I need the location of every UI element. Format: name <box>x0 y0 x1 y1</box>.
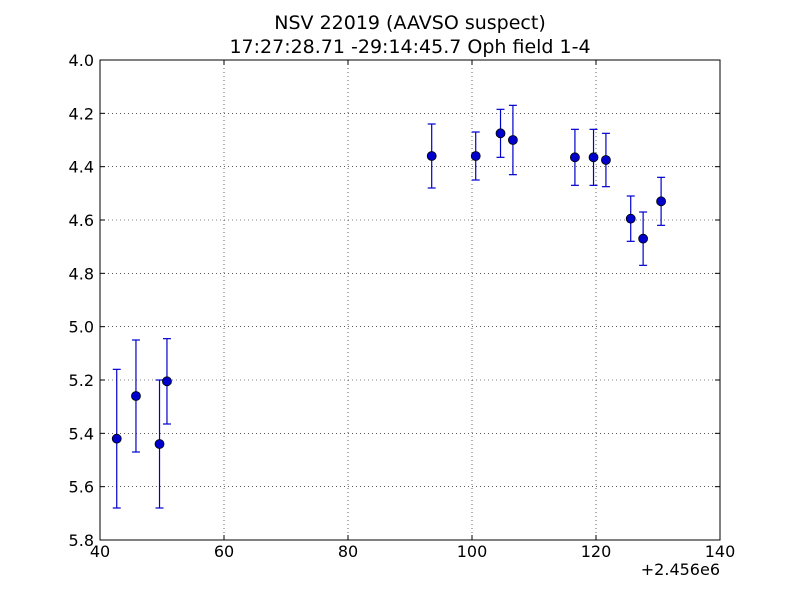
x-tick-label: 100 <box>457 542 488 561</box>
chart-title-line-2: 17:27:28.71 -29:14:45.7 Oph field 1-4 <box>229 36 590 58</box>
y-tick-label: 4.6 <box>69 211 94 230</box>
y-tick-label: 4.4 <box>69 158 94 177</box>
data-point <box>508 135 518 145</box>
data-point <box>111 433 122 444</box>
plot-area-frame <box>99 59 721 541</box>
x-tick-label: 60 <box>214 542 234 561</box>
grid-lines <box>100 60 720 540</box>
x-tick-labels: 40 60 80 100 120 140 <box>90 542 735 561</box>
x-tick-label: 80 <box>338 542 358 561</box>
y-tick-label: 4.0 <box>69 51 94 70</box>
data-point <box>625 213 636 224</box>
x-tick-label: 140 <box>705 542 736 561</box>
data-point <box>426 151 437 161</box>
data-point <box>162 376 172 387</box>
error-bars <box>112 104 666 509</box>
x-axis-offset-label: +2.456e6 <box>641 560 720 579</box>
x-tick-label: 120 <box>581 542 612 561</box>
data-points <box>111 128 666 449</box>
x-tick-label: 40 <box>90 542 110 561</box>
data-point <box>601 155 611 165</box>
data-point <box>495 128 506 139</box>
data-point <box>570 152 580 163</box>
data-point <box>154 439 165 449</box>
data-point <box>470 151 481 161</box>
data-point <box>656 196 666 207</box>
data-point <box>588 152 599 163</box>
data-point <box>131 391 141 401</box>
y-tick-label: 4.8 <box>69 264 94 283</box>
y-tick-label: 5.8 <box>69 531 94 550</box>
y-tick-labels: 4.0 4.2 4.4 4.6 4.8 5.0 5.2 5.4 5.6 5.8 <box>69 51 94 550</box>
y-tick-label: 4.2 <box>69 104 94 123</box>
y-tick-label: 5.6 <box>69 478 94 497</box>
chart-title-line-1: NSV 22019 (AAVSO suspect) <box>274 12 545 34</box>
y-tick-label: 5.4 <box>69 424 94 443</box>
y-tick-label: 5.0 <box>69 318 94 337</box>
data-point <box>638 233 649 244</box>
y-tick-label: 5.2 <box>69 371 94 390</box>
